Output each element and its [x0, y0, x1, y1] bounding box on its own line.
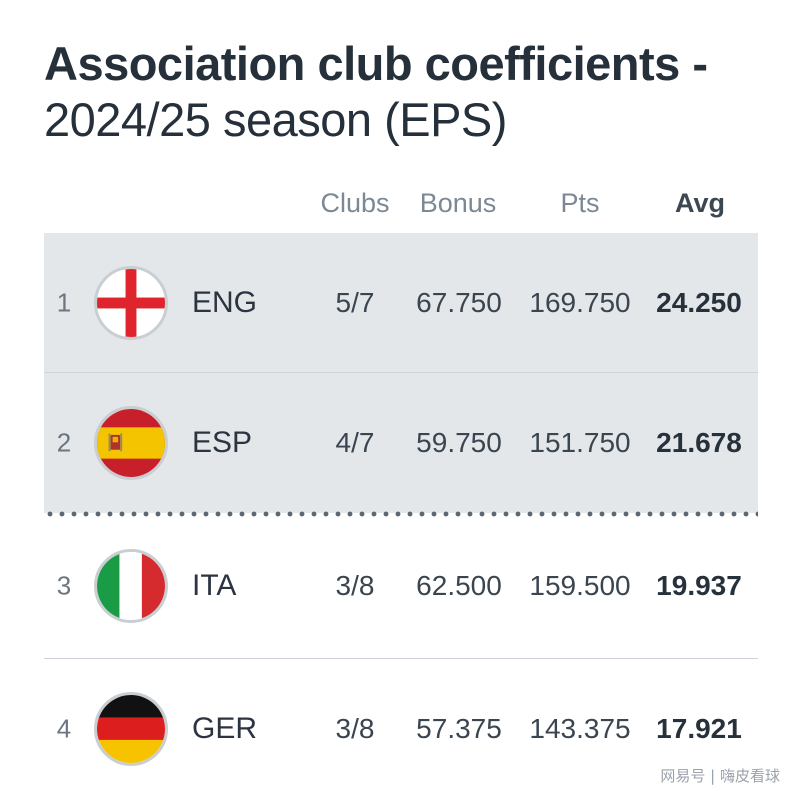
watermark: 网易号 | 嗨皮看球 — [660, 767, 780, 785]
clubs-cell: 3/8 — [335, 570, 375, 601]
clubs-cell: 5/7 — [335, 287, 375, 318]
germany-flag-icon — [94, 692, 168, 766]
pts-cell: 159.500 — [529, 570, 631, 601]
avg-cell: 24.250 — [656, 287, 742, 318]
table-header: Clubs Bonus Pts Avg — [44, 180, 758, 230]
column-header-pts: Pts — [560, 188, 600, 218]
spain-flag-icon — [94, 406, 168, 480]
bonus-cell: 59.750 — [416, 427, 502, 458]
column-header-bonus: Bonus — [419, 188, 497, 218]
table-row: 1 ENG 5/7 67.750 169.750 24.250 — [44, 233, 758, 373]
rank-cell: 1 — [56, 287, 72, 318]
avg-cell: 17.921 — [656, 713, 742, 744]
title-line-2: 2024/25 season (EPS) — [44, 93, 507, 146]
column-header-avg: Avg — [674, 188, 725, 218]
column-header-clubs: Clubs — [320, 188, 390, 218]
england-flag-icon — [94, 266, 168, 340]
italy-flag-icon — [94, 549, 168, 623]
avg-cell: 19.937 — [656, 570, 742, 601]
rank-cell: 4 — [56, 713, 72, 744]
country-code: ENG — [192, 286, 258, 319]
pts-cell: 151.750 — [529, 427, 631, 458]
country-code: GER — [192, 712, 258, 745]
clubs-cell: 3/8 — [335, 713, 375, 744]
clubs-cell: 4/7 — [335, 427, 375, 458]
table-row: 3 ITA 3/8 62.500 159.500 19.937 — [44, 513, 758, 659]
rank-cell: 2 — [56, 427, 72, 458]
country-code: ESP — [192, 426, 253, 459]
pts-cell: 169.750 — [529, 287, 631, 318]
coefficients-table: 1 ENG 5/7 67.750 169.750 24.250 2 — [44, 233, 758, 799]
rank-cell: 3 — [56, 570, 72, 601]
bonus-cell: 57.375 — [416, 713, 502, 744]
table-row: 4 GER 3/8 57.375 143.375 17.921 — [44, 659, 758, 799]
bonus-cell: 62.500 — [416, 570, 502, 601]
country-code: ITA — [192, 569, 237, 602]
pts-cell: 143.375 — [529, 713, 631, 744]
bonus-cell: 67.750 — [416, 287, 502, 318]
page-title: Association club coefficients - 2024/25 … — [44, 36, 708, 148]
table-row: 2 ESP 4/7 59.750 151.750 21.678 — [44, 373, 758, 517]
title-line-1: Association club coefficients - — [44, 37, 708, 90]
avg-cell: 21.678 — [656, 427, 742, 458]
